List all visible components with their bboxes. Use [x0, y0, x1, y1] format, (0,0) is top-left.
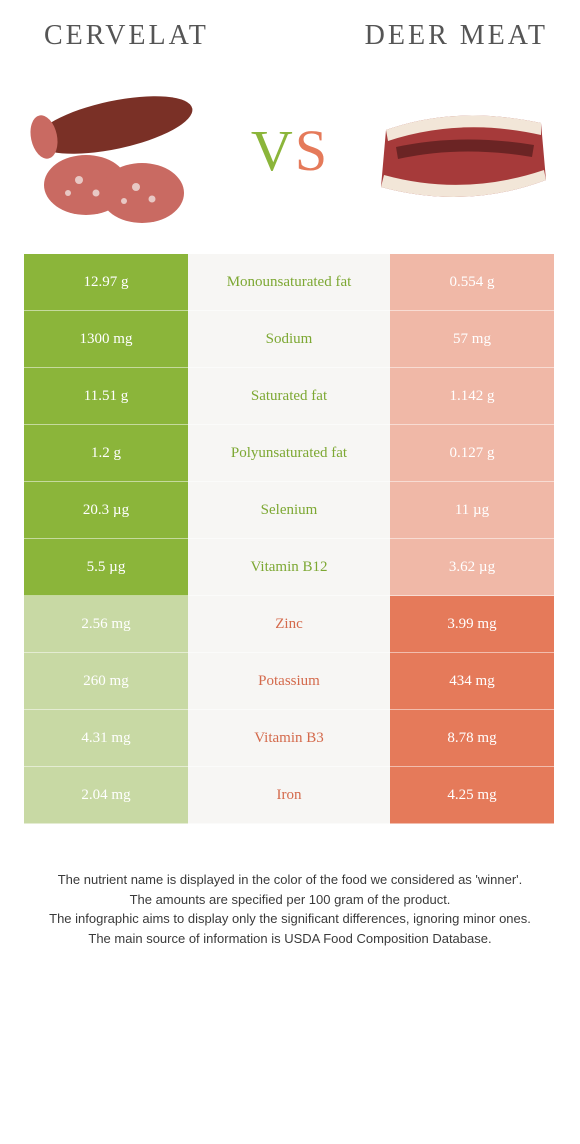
nutrient-label: Potassium — [188, 653, 390, 710]
left-value: 5.5 µg — [24, 539, 188, 596]
nutrient-label: Monounsaturated fat — [188, 254, 390, 311]
nutrient-label: Selenium — [188, 482, 390, 539]
images-row: VS — [24, 70, 556, 230]
nutrient-label: Saturated fat — [188, 368, 390, 425]
left-value: 2.04 mg — [24, 767, 188, 824]
left-value: 4.31 mg — [24, 710, 188, 767]
table-row: 11.51 gSaturated fat1.142 g — [24, 368, 556, 425]
footer-notes: The nutrient name is displayed in the co… — [24, 870, 556, 948]
right-value: 11 µg — [390, 482, 554, 539]
left-value: 20.3 µg — [24, 482, 188, 539]
table-row: 5.5 µgVitamin B123.62 µg — [24, 539, 556, 596]
table-row: 20.3 µgSelenium11 µg — [24, 482, 556, 539]
cervelat-image — [24, 75, 214, 225]
right-value: 434 mg — [390, 653, 554, 710]
nutrient-label: Iron — [188, 767, 390, 824]
footer-line-4: The main source of information is USDA F… — [30, 929, 550, 949]
right-value: 3.62 µg — [390, 539, 554, 596]
right-value: 4.25 mg — [390, 767, 554, 824]
table-row: 260 mgPotassium434 mg — [24, 653, 556, 710]
right-value: 1.142 g — [390, 368, 554, 425]
table-row: 1300 mgSodium57 mg — [24, 311, 556, 368]
table-row: 4.31 mgVitamin B38.78 mg — [24, 710, 556, 767]
nutrient-label: Zinc — [188, 596, 390, 653]
nutrient-table: 12.97 gMonounsaturated fat0.554 g1300 mg… — [24, 254, 556, 824]
vs-v: V — [251, 118, 295, 183]
left-value: 12.97 g — [24, 254, 188, 311]
nutrient-label: Vitamin B3 — [188, 710, 390, 767]
left-value: 2.56 mg — [24, 596, 188, 653]
title-right: Deer meat — [296, 20, 556, 52]
table-row: 1.2 gPolyunsaturated fat0.127 g — [24, 425, 556, 482]
vs-s: S — [295, 118, 329, 183]
table-row: 2.04 mgIron4.25 mg — [24, 767, 556, 824]
nutrient-label: Polyunsaturated fat — [188, 425, 390, 482]
table-row: 12.97 gMonounsaturated fat0.554 g — [24, 254, 556, 311]
right-value: 57 mg — [390, 311, 554, 368]
deer-meat-image — [366, 75, 556, 225]
footer-line-2: The amounts are specified per 100 gram o… — [30, 890, 550, 910]
left-value: 260 mg — [24, 653, 188, 710]
nutrient-label: Sodium — [188, 311, 390, 368]
footer-line-1: The nutrient name is displayed in the co… — [30, 870, 550, 890]
left-value: 11.51 g — [24, 368, 188, 425]
left-value: 1300 mg — [24, 311, 188, 368]
right-value: 8.78 mg — [390, 710, 554, 767]
right-value: 3.99 mg — [390, 596, 554, 653]
footer-line-3: The infographic aims to display only the… — [30, 909, 550, 929]
right-value: 0.554 g — [390, 254, 554, 311]
table-row: 2.56 mgZinc3.99 mg — [24, 596, 556, 653]
vs-label: VS — [251, 117, 329, 184]
left-value: 1.2 g — [24, 425, 188, 482]
title-left: Cervelat — [24, 20, 296, 52]
nutrient-label: Vitamin B12 — [188, 539, 390, 596]
right-value: 0.127 g — [390, 425, 554, 482]
titles-row: Cervelat Deer meat — [24, 20, 556, 52]
